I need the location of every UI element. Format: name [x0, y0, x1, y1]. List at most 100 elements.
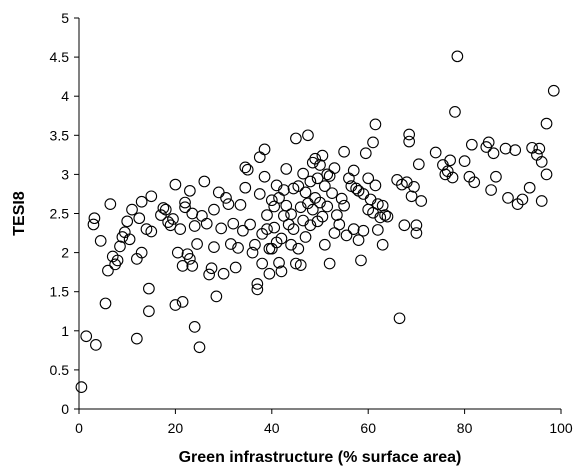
y-tick-label: 2	[61, 245, 69, 261]
data-point	[104, 198, 117, 210]
data-point	[249, 238, 261, 251]
data-point	[316, 149, 329, 162]
data-point	[133, 212, 146, 225]
data-point	[439, 168, 452, 181]
data-point	[347, 164, 360, 177]
data-point	[184, 253, 196, 265]
data-point	[297, 167, 309, 180]
data-point	[333, 218, 346, 231]
data-point	[531, 149, 543, 161]
x-tick-label: 0	[75, 420, 83, 436]
data-point	[261, 209, 273, 221]
data-point	[174, 223, 187, 235]
data-point	[468, 176, 481, 189]
x-tick-label: 100	[549, 420, 573, 436]
data-point	[215, 222, 228, 235]
x-tick-label: 20	[168, 420, 184, 436]
data-point	[482, 136, 495, 149]
data-point	[547, 84, 560, 97]
data-point	[188, 321, 201, 333]
data-point	[171, 246, 184, 259]
data-point	[499, 142, 512, 155]
data-point	[403, 135, 416, 148]
data-point	[268, 221, 281, 234]
data-points	[75, 50, 560, 393]
data-point	[321, 200, 334, 213]
data-point	[193, 341, 206, 354]
data-point	[164, 219, 177, 232]
data-point	[302, 129, 314, 142]
data-point	[191, 238, 203, 250]
data-point	[208, 203, 220, 216]
y-tick-label: 4.5	[50, 49, 70, 65]
data-point	[258, 170, 271, 183]
data-point	[393, 312, 406, 325]
data-point	[232, 242, 244, 254]
data-point	[237, 224, 249, 237]
data-point	[415, 195, 428, 207]
data-point	[263, 242, 276, 255]
data-point	[251, 283, 264, 296]
data-point	[87, 218, 100, 231]
data-point	[362, 172, 375, 185]
data-point	[449, 105, 461, 118]
y-tick-label: 3	[61, 166, 69, 182]
data-point	[304, 219, 317, 232]
data-point	[371, 224, 384, 236]
data-point	[143, 282, 155, 295]
y-axis-title: TESI8	[11, 191, 28, 236]
data-point	[102, 264, 114, 277]
data-point	[196, 209, 208, 222]
data-point	[130, 332, 143, 345]
y-axis-ticks: 0 0.5 1 1.5 2 2.5 3 3.5 4 4.5 5	[50, 10, 79, 417]
data-point	[323, 257, 336, 270]
data-point	[410, 219, 423, 232]
data-point	[114, 240, 126, 253]
x-axis-ticks: 0 20 40 60 80 100	[75, 409, 573, 436]
data-point	[222, 198, 235, 210]
data-point	[340, 229, 353, 242]
data-point	[290, 257, 302, 270]
data-point	[314, 159, 326, 171]
data-point	[275, 265, 288, 278]
data-point	[111, 254, 124, 267]
y-tick-label: 0.5	[50, 362, 70, 378]
data-point	[176, 260, 189, 272]
data-point	[263, 267, 276, 280]
data-point	[88, 212, 101, 225]
data-point	[145, 225, 158, 238]
data-point	[371, 198, 384, 210]
data-point	[533, 142, 546, 155]
data-point	[335, 192, 348, 205]
data-point	[338, 199, 350, 212]
data-point	[398, 219, 411, 232]
data-point	[121, 215, 134, 228]
data-point	[251, 278, 264, 290]
data-point	[535, 156, 548, 168]
data-point	[145, 190, 158, 203]
y-tick-label: 3.5	[50, 127, 70, 143]
data-point	[359, 147, 372, 160]
data-point	[157, 202, 170, 214]
data-point	[403, 128, 416, 141]
data-point	[94, 235, 107, 247]
y-tick-label: 1	[61, 323, 69, 339]
data-point	[367, 136, 379, 149]
data-point	[294, 259, 307, 271]
data-point	[123, 233, 136, 246]
data-point	[208, 241, 220, 253]
data-point	[540, 117, 553, 130]
data-point	[241, 163, 254, 176]
data-point	[159, 203, 172, 216]
data-point	[485, 184, 497, 196]
y-tick-label: 0	[61, 401, 69, 417]
data-point	[179, 196, 191, 209]
data-point	[287, 223, 300, 235]
data-point	[410, 227, 423, 239]
data-point	[369, 118, 382, 131]
data-point	[446, 171, 459, 184]
data-point	[412, 158, 425, 171]
data-point	[487, 147, 500, 160]
data-point	[458, 155, 471, 167]
data-point	[540, 168, 553, 181]
